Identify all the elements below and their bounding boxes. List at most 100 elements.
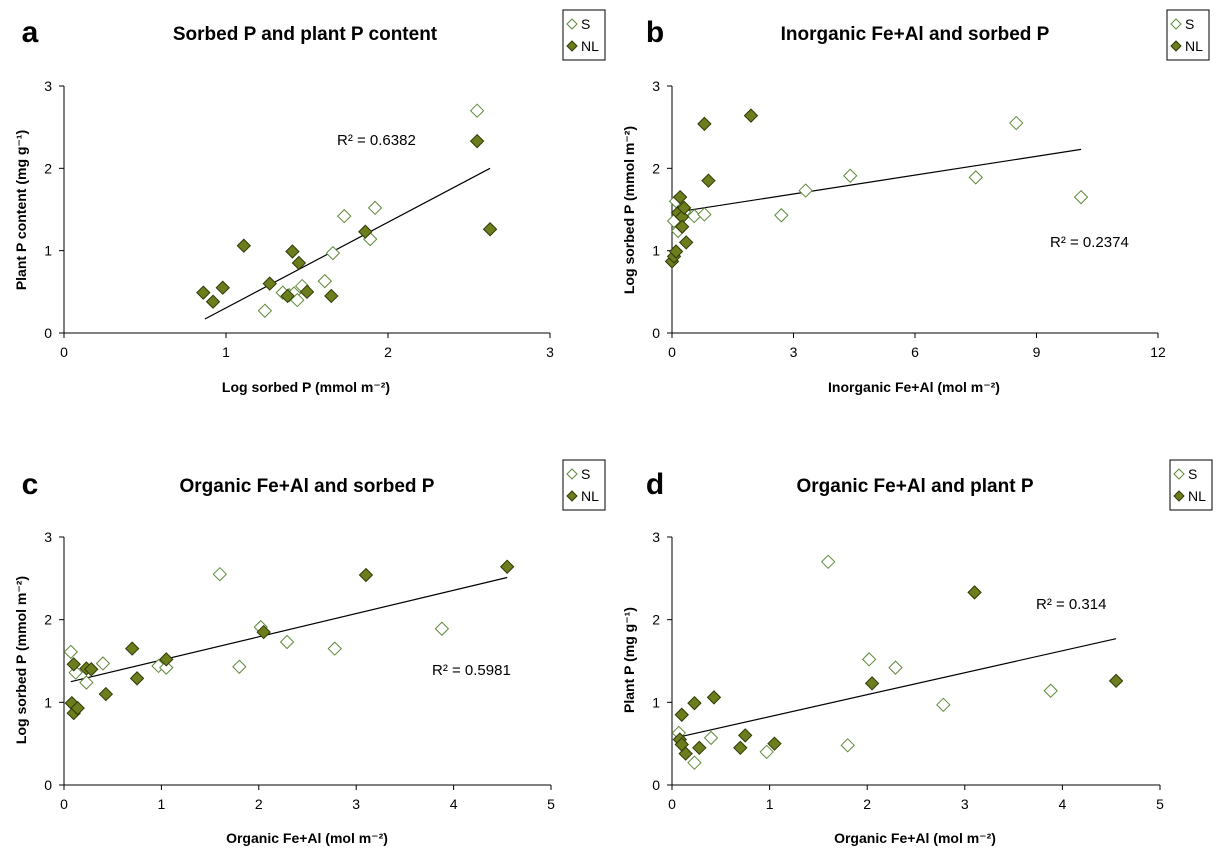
legend-label-nl: NL [581, 488, 599, 504]
x-tick-label: 1 [766, 796, 774, 812]
data-point-nl [84, 662, 99, 677]
data-point-nl [285, 244, 300, 259]
data-point-nl [697, 116, 712, 132]
data-point-s [888, 660, 903, 675]
trendline [204, 167, 491, 320]
x-tick-label: 12 [1150, 344, 1166, 360]
data-point-nl [743, 108, 759, 123]
data-point-nl [215, 280, 230, 295]
legend-label-s: S [1188, 466, 1197, 482]
chart-panel-d: d Organic Fe+Al and plant P 0 1 2 3 4 5 0 1 2 3 Orga… [621, 459, 1213, 846]
data-point-s [798, 183, 813, 198]
y-tick-label: 1 [652, 243, 660, 259]
legend-label-s: S [1185, 16, 1194, 32]
legend-box [562, 459, 606, 511]
x-tick-label: 6 [911, 344, 919, 360]
panel-letter: c [22, 468, 39, 501]
data-point-s [159, 660, 174, 675]
data-point-s [232, 659, 247, 674]
x-tick-label: 0 [60, 344, 68, 360]
data-point-nl [358, 567, 374, 583]
data-point-nl [672, 189, 688, 205]
data-point-s [1009, 115, 1024, 131]
y-tick-label: 2 [652, 612, 660, 628]
data-point-nl [676, 200, 692, 216]
data-point-nl [737, 728, 753, 743]
data-point-s [820, 554, 836, 570]
data-point-nl [674, 707, 689, 722]
data-point-nl [124, 641, 140, 656]
y-axis-label: Plant P content (mg g⁻¹) [13, 130, 29, 290]
legend-box [1169, 459, 1213, 511]
data-point-nl [733, 740, 748, 756]
data-point-nl [299, 284, 315, 300]
data-point-nl [280, 288, 295, 304]
data-point-nl [767, 736, 782, 751]
data-point-s [687, 755, 702, 770]
x-tick-label: 2 [863, 796, 871, 812]
data-point-s [861, 652, 877, 667]
data-point-nl [256, 624, 271, 640]
data-point-nl [967, 585, 982, 600]
x-tick-label: 4 [450, 796, 458, 812]
y-axis-label: Log sorbed P (mmol m⁻²) [13, 576, 29, 744]
data-point-nl [324, 288, 339, 304]
data-point-nl [159, 652, 174, 667]
data-point-s [936, 697, 951, 713]
x-axis-label: Organic Fe+Al (mol m⁻²) [834, 830, 996, 846]
data-point-s [327, 641, 342, 656]
data-point-s [434, 621, 450, 636]
chart-panel-a: a Sorbed P and plant P content 0 1 2 3 0 1 2 3 Log… [13, 9, 606, 395]
data-point-nl [687, 695, 702, 711]
data-point-s [774, 208, 789, 223]
y-tick-label: 2 [44, 160, 52, 176]
legend-marker-s [566, 468, 578, 480]
panel-letter: b [646, 16, 664, 49]
data-point-s [840, 738, 855, 753]
trendline [70, 576, 508, 683]
r-squared-label: R² = 0.5981 [432, 662, 511, 679]
data-point-nl [358, 224, 373, 239]
data-point-s [212, 566, 228, 582]
legend-marker-nl [566, 490, 578, 502]
r-squared-label: R² = 0.6382 [337, 132, 416, 149]
data-point-nl [205, 294, 221, 309]
data-point-nl [236, 238, 252, 253]
chart-title: Sorbed P and plant P content [173, 24, 438, 45]
chart-title: Organic Fe+Al and plant P [796, 476, 1033, 497]
chart-panel-b: b Inorganic Fe+Al and sorbed P0 3 6 9 120123I… [621, 9, 1210, 395]
y-tick-label: 3 [652, 529, 660, 545]
r-squared-label: R² = 0.314 [1036, 596, 1106, 613]
data-point-s [279, 634, 295, 650]
y-tick-label: 1 [44, 243, 52, 259]
y-tick-label: 3 [652, 78, 660, 94]
data-point-s [317, 273, 333, 289]
data-point-nl [706, 690, 722, 705]
data-point-nl [692, 740, 707, 756]
legend-box [562, 9, 606, 61]
y-tick-label: 1 [44, 694, 52, 710]
data-point-nl [701, 173, 716, 188]
data-point-nl [70, 700, 85, 716]
x-tick-label: 1 [222, 344, 230, 360]
y-axis-label: Log sorbed P (mmol m⁻²) [621, 126, 637, 294]
data-point-nl [98, 686, 114, 702]
data-point-s [257, 303, 273, 318]
y-tick-label: 0 [652, 777, 660, 793]
y-tick-label: 2 [44, 612, 52, 628]
data-point-nl [196, 285, 211, 300]
legend-marker-nl [1170, 40, 1182, 52]
chart-title: Inorganic Fe+Al and sorbed P [781, 24, 1050, 45]
y-tick-label: 3 [44, 78, 52, 94]
legend-label-nl: NL [1188, 488, 1206, 504]
r-squared-label: R² = 0.2374 [1050, 234, 1129, 251]
data-point-nl [499, 559, 515, 574]
x-tick-label: 5 [1156, 796, 1164, 812]
data-point-s [1073, 189, 1089, 205]
data-point-nl [262, 276, 277, 291]
data-point-nl [1108, 673, 1124, 689]
legend-label-s: S [581, 16, 590, 32]
data-point-s [968, 170, 983, 185]
y-tick-label: 0 [44, 325, 52, 341]
panel-letter: d [646, 468, 664, 501]
